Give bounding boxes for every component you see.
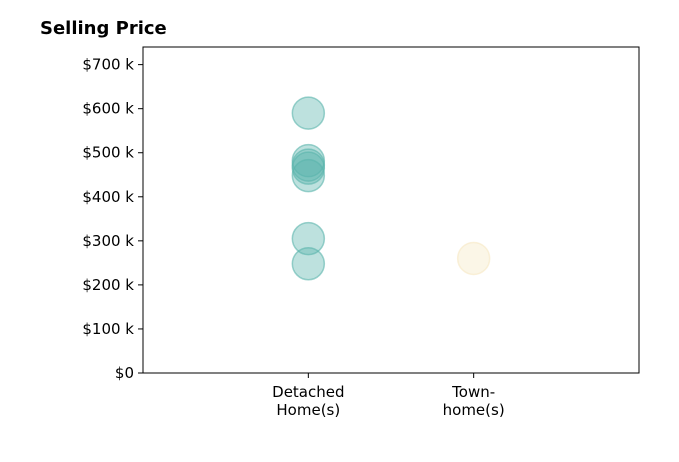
x-tick-label: Town- [451, 383, 495, 401]
y-tick-label: $200 k [82, 276, 134, 294]
chart-title: Selling Price [40, 18, 167, 39]
y-tick-label: $600 k [82, 100, 134, 118]
y-tick-label: $500 k [82, 144, 134, 162]
x-tick-label: home(s) [443, 401, 505, 419]
data-point [291, 158, 326, 193]
y-axis: $0 $100 k $200 k $300 k $400 k $500 k $600 k $7… [82, 56, 143, 382]
data-point [291, 96, 326, 130]
y-tick-label: $700 k [82, 56, 134, 74]
y-tick-label: $400 k [82, 188, 134, 206]
y-tick-label: $0 [115, 364, 134, 382]
x-tick-label: Detached [272, 383, 344, 401]
data-point [291, 246, 326, 281]
data-points [291, 96, 491, 281]
x-tick-label: Home(s) [276, 401, 340, 419]
y-tick-label: $100 k [82, 320, 134, 338]
data-point [456, 241, 491, 276]
plot-area-frame [142, 46, 640, 374]
data-point [291, 221, 326, 256]
y-tick-label: $300 k [82, 232, 134, 250]
data-point [291, 151, 326, 185]
